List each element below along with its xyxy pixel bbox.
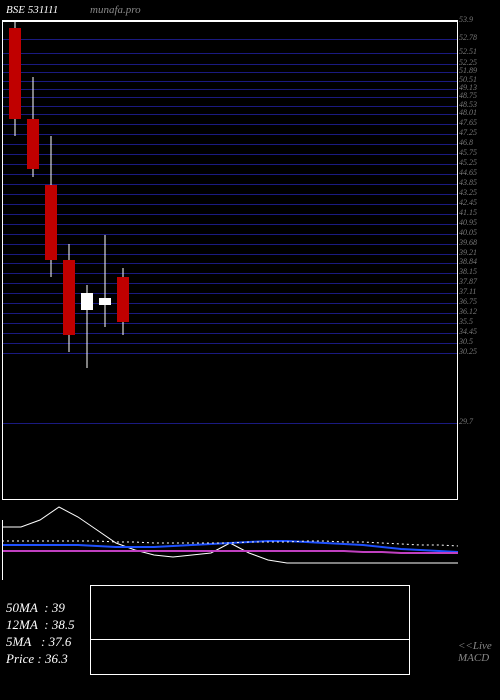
price-chart	[2, 20, 458, 500]
stat-row: 50MA : 39	[6, 600, 75, 617]
stat-row: 12MA : 38.5	[6, 617, 75, 634]
macd-left-border	[2, 520, 3, 580]
candle	[9, 21, 21, 501]
stat-row: Price : 36.3	[6, 651, 75, 668]
stats-box	[90, 585, 410, 675]
candle	[27, 21, 39, 501]
macd-label: <<Live MACD	[458, 640, 498, 664]
candle-body	[27, 119, 39, 169]
candle	[117, 21, 129, 501]
symbol-label: BSE 531111	[6, 4, 58, 16]
stats-text: 50MA : 3912MA : 38.55MA : 37.6Price : 36…	[6, 600, 75, 668]
stats-divider	[91, 639, 409, 640]
candle-wick	[105, 235, 106, 326]
candle-body	[63, 260, 75, 335]
candle-body	[45, 185, 57, 260]
macd-line-white	[2, 507, 458, 563]
candle	[81, 21, 93, 501]
macd-line-violet	[2, 551, 458, 553]
candle-body	[9, 28, 21, 119]
candle	[99, 21, 111, 501]
stat-row: 5MA : 37.6	[6, 634, 75, 651]
macd-name-label: MACD	[458, 652, 489, 664]
candle-body	[81, 293, 93, 310]
watermark-label: munafa.pro	[90, 4, 141, 16]
candle	[63, 21, 75, 501]
candle	[45, 21, 57, 501]
candle-body	[99, 298, 111, 305]
live-label: <<Live	[458, 640, 492, 652]
candle-body	[117, 277, 129, 322]
